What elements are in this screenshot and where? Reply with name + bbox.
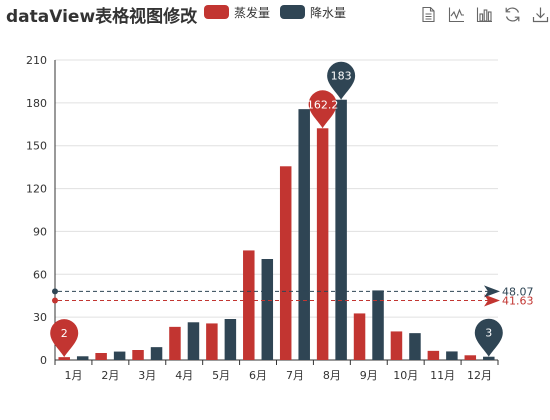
bar: [95, 353, 107, 360]
mark-point-pin: 3: [474, 318, 503, 357]
mark-line-arrow: [484, 294, 500, 307]
mark-line-start: [52, 297, 58, 304]
legend-item-precipitation[interactable]: 降水量: [280, 4, 346, 21]
bar: [427, 350, 440, 360]
bar: [298, 109, 310, 361]
bar: [224, 319, 237, 360]
data-view-icon[interactable]: [420, 6, 437, 23]
bar: [279, 166, 292, 360]
x-tick-label: 6月: [249, 369, 267, 382]
bar: [446, 351, 458, 360]
y-tick-label: 150: [26, 140, 47, 153]
bar: [316, 128, 329, 360]
x-tick-label: 4月: [175, 369, 193, 382]
mark-line-arrow: [484, 285, 500, 298]
bar: [243, 250, 255, 360]
mark-point-pin: 183: [327, 61, 356, 100]
mark-point-shape: [327, 61, 356, 100]
x-tick-label: 9月: [360, 369, 378, 382]
mark-point-pin: 2: [50, 319, 79, 358]
bar: [76, 356, 89, 360]
y-tick-label: 30: [33, 311, 47, 324]
bar: [372, 290, 384, 360]
mark-point-label: 183: [331, 70, 352, 83]
bar: [483, 356, 495, 360]
y-tick-label: 90: [33, 225, 47, 238]
x-tick-label: 10月: [393, 369, 418, 382]
legend: 蒸发量 降水量: [204, 4, 346, 20]
mark-point-label: 3: [485, 327, 492, 340]
bar: [464, 355, 477, 360]
x-tick-label: 3月: [138, 369, 156, 382]
x-tick-label: 11月: [430, 369, 455, 382]
x-tick-label: 5月: [212, 369, 230, 382]
bar: [132, 350, 144, 360]
legend-swatch-precipitation: [280, 5, 306, 19]
bar: [335, 99, 347, 360]
chart-title: dataView表格视图修改: [6, 7, 198, 27]
x-tick-label: 7月: [286, 369, 304, 382]
average-line-label: 48.07: [502, 285, 534, 298]
bar: [150, 347, 163, 360]
bar: [113, 351, 126, 360]
bar: [353, 313, 366, 360]
toolbox: [420, 6, 549, 23]
legend-label-evaporation: 蒸发量: [234, 5, 271, 20]
x-tick-label: 8月: [323, 369, 341, 382]
mark-point-label: 162.2: [307, 98, 339, 111]
bar: [206, 323, 218, 360]
mark-point-shape: [474, 318, 503, 357]
line-chart-icon[interactable]: [448, 6, 465, 23]
y-tick-label: 0: [40, 354, 47, 367]
bar: [409, 333, 421, 360]
mark-point-shape: [50, 319, 79, 358]
x-tick-label: 2月: [101, 369, 119, 382]
x-tick-label: 12月: [467, 369, 492, 382]
bar: [58, 357, 70, 360]
save-image-icon[interactable]: [532, 6, 549, 23]
bar: [261, 259, 274, 360]
y-tick-label: 60: [33, 268, 47, 281]
restore-icon[interactable]: [504, 6, 521, 23]
y-tick-label: 180: [26, 97, 47, 110]
x-tick-label: 1月: [64, 369, 82, 382]
mark-point-pin: 162.2: [307, 90, 339, 129]
bar: [187, 322, 200, 360]
bar: [169, 326, 181, 360]
legend-label-precipitation: 降水量: [310, 5, 347, 20]
mark-point-label: 2: [61, 327, 68, 340]
bar-chart-icon[interactable]: [476, 6, 493, 23]
legend-swatch-evaporation: [204, 5, 229, 19]
y-tick-label: 210: [26, 54, 47, 67]
y-tick-label: 120: [26, 183, 47, 196]
mark-line-start: [52, 288, 58, 295]
average-line-label: 41.63: [502, 295, 534, 308]
mark-point-shape: [308, 90, 337, 129]
bar: [390, 331, 403, 360]
legend-item-evaporation[interactable]: 蒸发量: [204, 4, 270, 21]
